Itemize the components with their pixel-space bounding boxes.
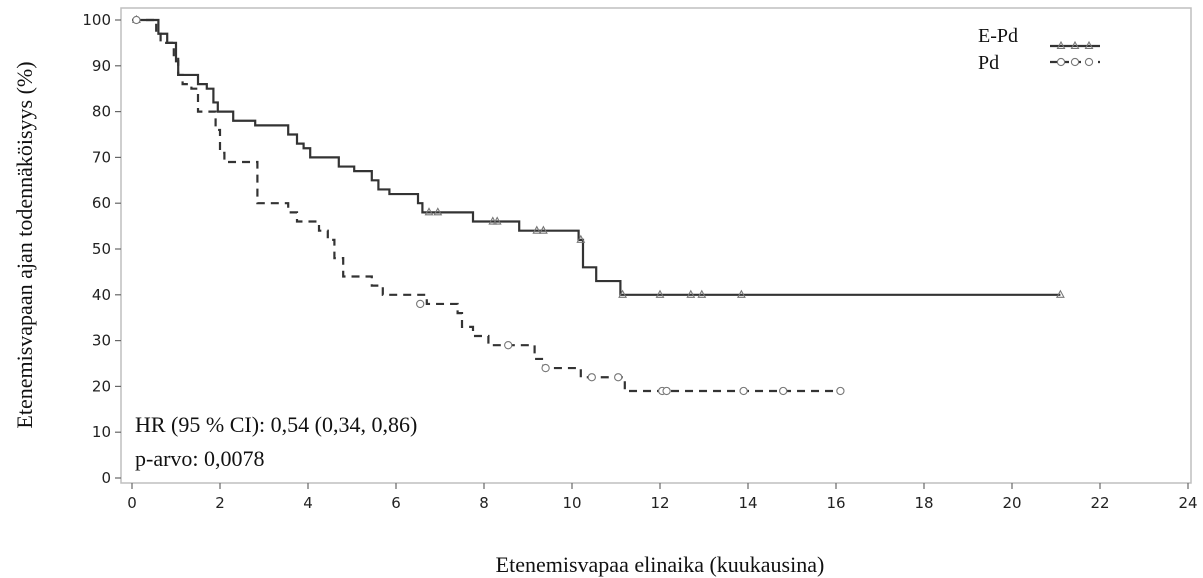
censor-mark-pd: [739, 386, 748, 396]
x-tick-label: 4: [303, 494, 313, 512]
x-tick-label: 18: [914, 494, 933, 512]
x-tick-label: 0: [127, 494, 137, 512]
legend: E-Pd Pd: [978, 25, 1100, 74]
plot-frame: [120, 7, 1192, 484]
legend-marker-e-pd: [1056, 40, 1066, 50]
legend-label-pd: Pd: [978, 52, 999, 74]
censor-mark-e-pd: [736, 289, 746, 298]
x-tick-label: 20: [1002, 494, 1021, 512]
censor-mark-e-pd: [433, 207, 443, 216]
y-axis-title: Etenemisvapaan ajan todennäköisyys (%): [12, 61, 37, 428]
censor-mark-pd: [779, 386, 788, 396]
x-tick-label: 16: [826, 494, 845, 512]
censor-mark-pd: [614, 373, 623, 382]
censor-mark-pd: [541, 363, 550, 373]
axis-ticks: 0 2 4 6 8 10 12 14 16 18 20 22 240102030405060708090…: [82, 11, 1197, 512]
series-lines: [131, 14, 1065, 396]
censor-mark-e-pd: [538, 225, 548, 234]
censor-mark-e-pd: [618, 289, 628, 298]
legend-marker-pd: [1070, 57, 1080, 67]
legend-label-e-pd: E-Pd: [978, 25, 1018, 47]
y-tick-label: 90: [92, 57, 111, 75]
censor-mark-pd: [662, 386, 671, 396]
censor-mark-pd: [132, 15, 141, 25]
censor-mark-pd: [504, 341, 513, 350]
y-tick-label: 70: [92, 148, 111, 166]
x-tick-label: 12: [650, 494, 669, 512]
censor-mark-pd: [587, 373, 596, 382]
series-line-pd: [132, 18, 841, 393]
p-value-annotation: p-arvo: 0,0078: [135, 446, 265, 471]
y-tick-label: 10: [92, 423, 111, 441]
legend-marker-pd: [1084, 57, 1094, 67]
censor-mark-e-pd: [424, 207, 434, 216]
censor-mark-pd: [836, 386, 845, 396]
legend-marker-pd: [1056, 57, 1066, 67]
legend-marker-e-pd: [1070, 40, 1080, 50]
legend-marker-e-pd: [1084, 40, 1094, 50]
x-tick-label: 22: [1090, 494, 1109, 512]
y-tick-label: 60: [92, 194, 111, 212]
x-tick-label: 10: [562, 494, 581, 512]
hazard-ratio-annotation: HR (95 % CI): 0,54 (0,34, 0,86): [135, 412, 417, 437]
censor-mark-e-pd: [532, 225, 542, 234]
x-tick-label: 24: [1178, 494, 1197, 512]
censor-mark-pd: [416, 299, 425, 309]
y-tick-label: 50: [92, 240, 111, 258]
x-tick-label: 8: [479, 494, 489, 512]
y-tick-label: 0: [101, 469, 111, 487]
y-tick-label: 40: [92, 286, 111, 304]
censor-mark-e-pd: [697, 289, 707, 298]
x-tick-label: 14: [738, 494, 757, 512]
x-axis-title: Etenemisvapaa elinaika (kuukausina): [496, 552, 825, 577]
censor-mark-e-pd: [576, 234, 586, 243]
censor-mark-e-pd: [488, 216, 498, 225]
y-tick-label: 100: [82, 11, 111, 29]
x-tick-label: 2: [215, 494, 225, 512]
x-tick-label: 6: [391, 494, 401, 512]
censor-mark-e-pd: [686, 289, 696, 298]
censor-mark-e-pd: [1055, 289, 1065, 298]
y-tick-label: 80: [92, 103, 111, 121]
censor-mark-e-pd: [655, 289, 665, 298]
series-line-e-pd: [132, 18, 1061, 296]
censor-mark-e-pd: [492, 216, 502, 225]
y-tick-label: 30: [92, 332, 111, 350]
y-tick-label: 20: [92, 377, 111, 395]
